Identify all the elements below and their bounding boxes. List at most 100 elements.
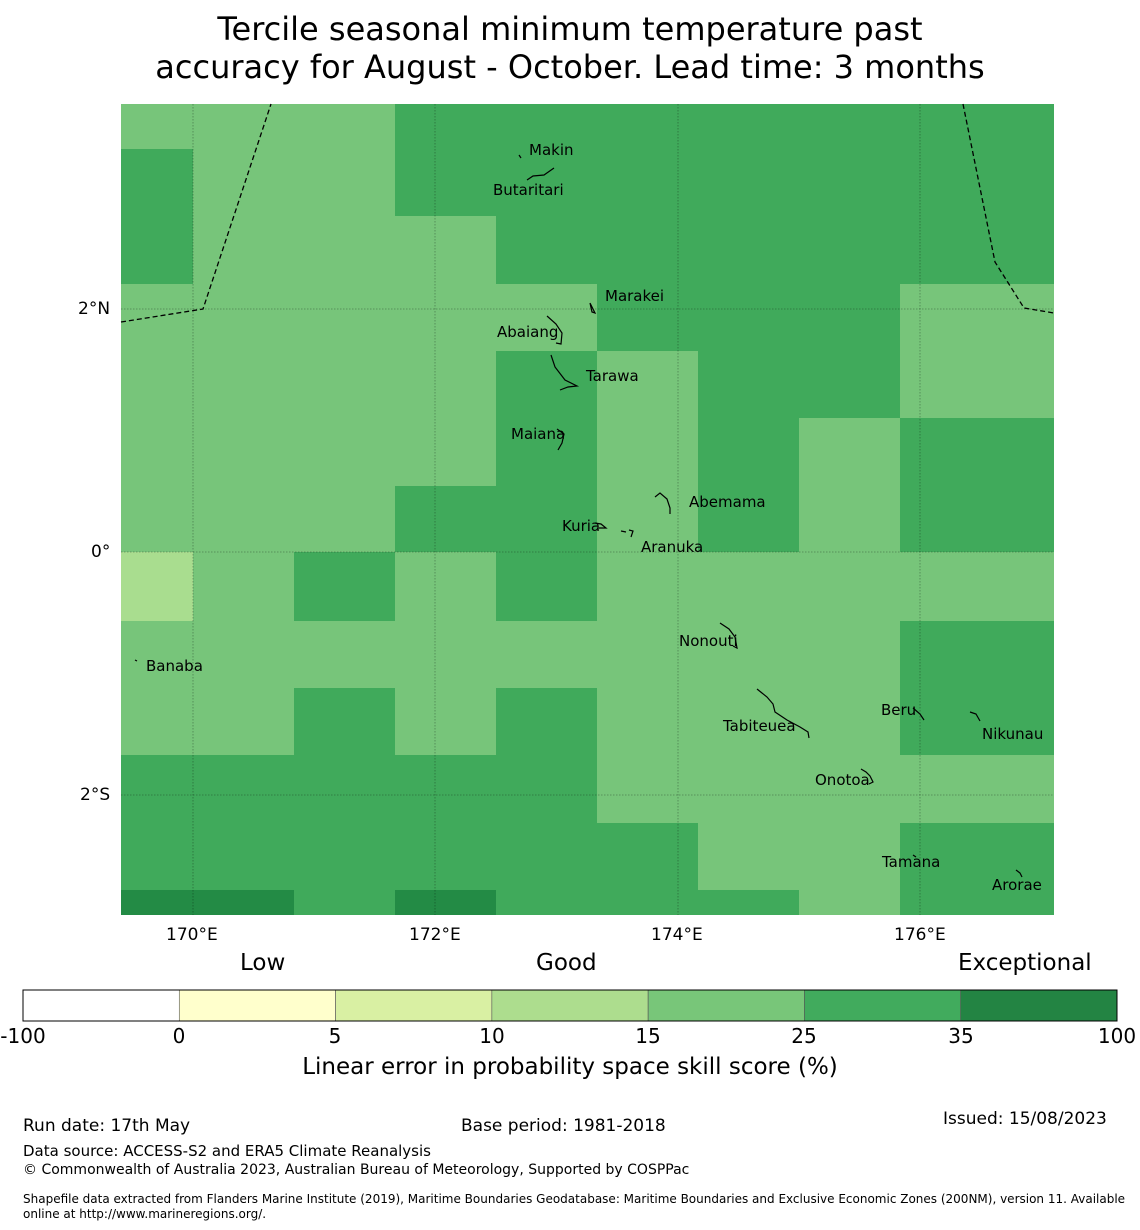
skill-cell: [193, 216, 294, 284]
lat-tick-2s: 2°S: [80, 785, 111, 805]
skill-cell: [121, 216, 193, 284]
skill-cell: [193, 284, 294, 351]
skill-cell: [496, 149, 597, 216]
skill-cell: [395, 216, 496, 284]
kuria-outline: [594, 522, 608, 529]
skill-cell: [193, 688, 294, 755]
skill-cell: [799, 216, 900, 284]
label-aranuka: Aranuka: [641, 538, 704, 556]
skill-cell: [496, 823, 597, 890]
skill-cell: [799, 351, 900, 418]
skill-cell: [193, 104, 294, 149]
skill-cell: [698, 284, 799, 351]
skill-cell: [193, 621, 294, 688]
skill-cell: [597, 823, 698, 890]
lat-tick-0: 0°: [91, 542, 111, 562]
skill-cell: [294, 104, 395, 149]
banaba-outline: [134, 659, 138, 662]
colorbar-tick: 35: [948, 1024, 974, 1048]
label-abemama: Abemama: [689, 493, 766, 511]
nikunau-outline: [969, 711, 981, 722]
skill-cell: [121, 486, 193, 552]
maiana-outline: [556, 428, 565, 451]
skill-cell: [395, 890, 496, 915]
skill-cell: [193, 149, 294, 216]
skill-cell: [799, 284, 900, 351]
skill-cell: [900, 621, 1054, 688]
colorbar-tick: 100: [1097, 1024, 1137, 1048]
skill-cell: [597, 284, 698, 351]
skill-cell: [900, 823, 1054, 890]
colorbar-tick: 10: [479, 1024, 505, 1048]
skill-cell: [193, 418, 294, 486]
skill-cell: [900, 688, 1054, 755]
skill-cell: [597, 890, 698, 915]
skill-cell: [193, 486, 294, 552]
skill-cell: [121, 418, 193, 486]
label-tamana: Tamana: [882, 853, 941, 871]
island-outlines: [134, 154, 1023, 878]
label-marakei: Marakei: [605, 287, 665, 305]
copyright: © Commonwealth of Australia 2023, Austra…: [23, 1162, 690, 1178]
skill-cell: [395, 823, 496, 890]
skill-cell: [496, 351, 597, 418]
skill-cell: [395, 486, 496, 552]
skill-cell: [799, 149, 900, 216]
skill-cell: [799, 104, 900, 149]
skill-cell: [294, 621, 395, 688]
skill-cell: [496, 621, 597, 688]
skill-cell: [799, 890, 900, 915]
skill-cell: [496, 890, 597, 915]
label-beru: Beru: [881, 701, 917, 719]
skill-cell: [294, 149, 395, 216]
skill-cell: [597, 552, 698, 621]
skill-cell: [698, 890, 799, 915]
skill-cell: [698, 104, 799, 149]
skill-cell: [496, 284, 597, 351]
tamana-outline: [912, 854, 917, 858]
beru-outline: [912, 707, 925, 721]
colorbar-tick: 25: [791, 1024, 817, 1048]
onotoa-outline: [860, 768, 874, 785]
skill-cell: [900, 755, 1054, 823]
skill-cell: [698, 351, 799, 418]
colorbar-segment: [335, 989, 493, 1022]
skill-cell: [597, 486, 698, 552]
skill-cell: [395, 351, 496, 418]
colorbar-tick: 0: [172, 1024, 186, 1048]
skill-cell: [294, 890, 395, 915]
skill-cell: [799, 621, 900, 688]
skill-cell: [698, 688, 799, 755]
butaritari-outline: [526, 167, 555, 181]
skill-cell: [395, 418, 496, 486]
skill-cell: [395, 688, 496, 755]
run-date: Run date: 17th May: [23, 1116, 191, 1136]
skill-cell: [395, 755, 496, 823]
title-line-1: Tercile seasonal minimum temperature pas…: [217, 10, 923, 48]
skill-cell: [698, 486, 799, 552]
skill-cell: [121, 284, 193, 351]
lon-tick-170: 170°E: [166, 925, 218, 945]
data-source: Data source: ACCESS-S2 and ERA5 Climate …: [23, 1142, 431, 1160]
skill-cell: [193, 823, 294, 890]
label-kuria: Kuria: [562, 517, 601, 535]
skill-cell: [597, 418, 698, 486]
lat-tick-2n: 2°N: [78, 299, 111, 319]
skill-cell: [395, 621, 496, 688]
tabiteuea-outline: [756, 688, 810, 739]
colorbar-tick: -100: [0, 1024, 46, 1048]
lon-tick-172: 172°E: [409, 925, 461, 945]
skill-cell: [900, 104, 1054, 149]
skill-cell: [121, 823, 193, 890]
skill-cell: [900, 284, 1054, 351]
skill-cell: [799, 755, 900, 823]
skill-cell: [496, 755, 597, 823]
eez-boundary-west: [120, 103, 272, 323]
skill-cell: [698, 755, 799, 823]
skill-cell: [193, 351, 294, 418]
skill-cell: [294, 552, 395, 621]
skill-cell: [121, 552, 193, 621]
makin-outline: [518, 154, 522, 159]
skill-cell: [496, 688, 597, 755]
